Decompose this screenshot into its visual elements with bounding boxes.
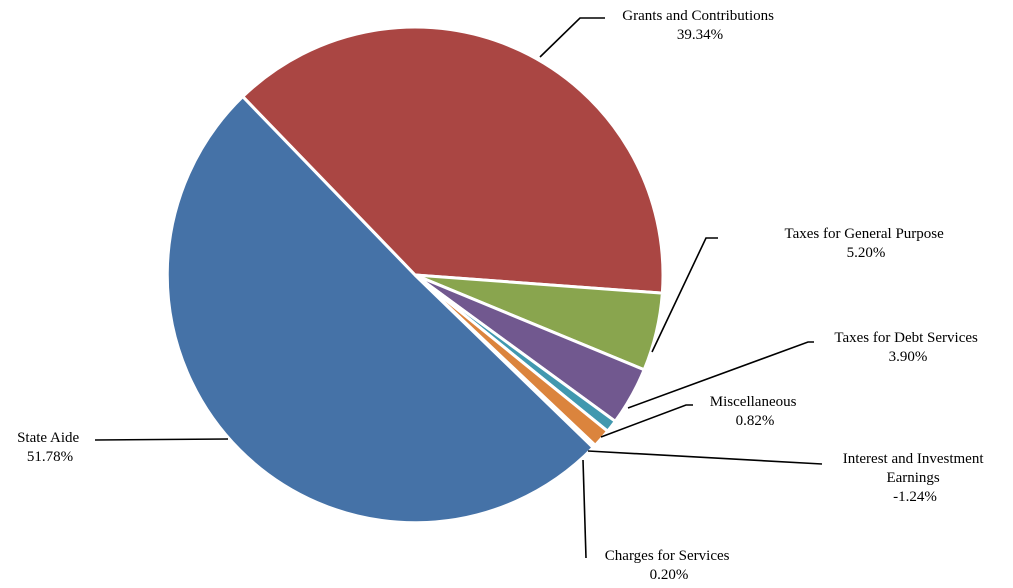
slice-grants-and-contributions (241, 25, 665, 295)
leader-lines (94, 17, 823, 559)
slice-labels: Grants and Contributions 39.34% Taxes fo… (17, 8, 988, 583)
label-grants-and-contributions: Grants and Contributions 39.34% (622, 8, 777, 43)
label-miscellaneous: Miscellaneous 0.82% (710, 394, 800, 429)
leader-interest-and-investment-earnings (587, 450, 823, 465)
slice-state-aide (165, 95, 595, 525)
leader-taxes-for-general-purpose (651, 237, 718, 353)
leader-charges-for-services (582, 459, 587, 559)
leader-miscellaneous (600, 404, 693, 438)
label-taxes-for-debt-services: Taxes for Debt Services 3.90% (834, 330, 981, 365)
label-state-aide: State Aide 51.78% (17, 430, 83, 465)
pie-slices (165, 25, 665, 525)
label-taxes-for-general-purpose: Taxes for General Purpose 5.20% (784, 226, 947, 261)
label-interest-and-investment-earnings: Interest and Investment Earnings -1.24% (843, 451, 988, 505)
leader-taxes-for-debt-services (627, 341, 814, 409)
leader-state-aide (94, 438, 229, 441)
leader-grants-and-contributions (539, 17, 605, 58)
label-charges-for-services: Charges for Services 0.20% (605, 548, 733, 583)
